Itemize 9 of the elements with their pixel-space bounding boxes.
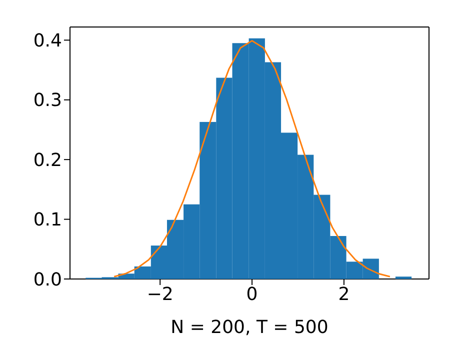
y-tick-label: 0.3 <box>33 90 62 112</box>
y-tick-label: 0.4 <box>33 30 62 52</box>
y-tick-label: 0.2 <box>33 150 62 171</box>
y-tick-label: 0.0 <box>33 269 62 290</box>
x-tick-label: −2 <box>146 284 174 305</box>
y-tick-label: 0.1 <box>33 210 62 231</box>
x-axis-title: N = 200, T = 500 <box>170 317 328 338</box>
x-tick-label: 2 <box>338 284 350 305</box>
x-tick-label: 0 <box>246 284 258 305</box>
